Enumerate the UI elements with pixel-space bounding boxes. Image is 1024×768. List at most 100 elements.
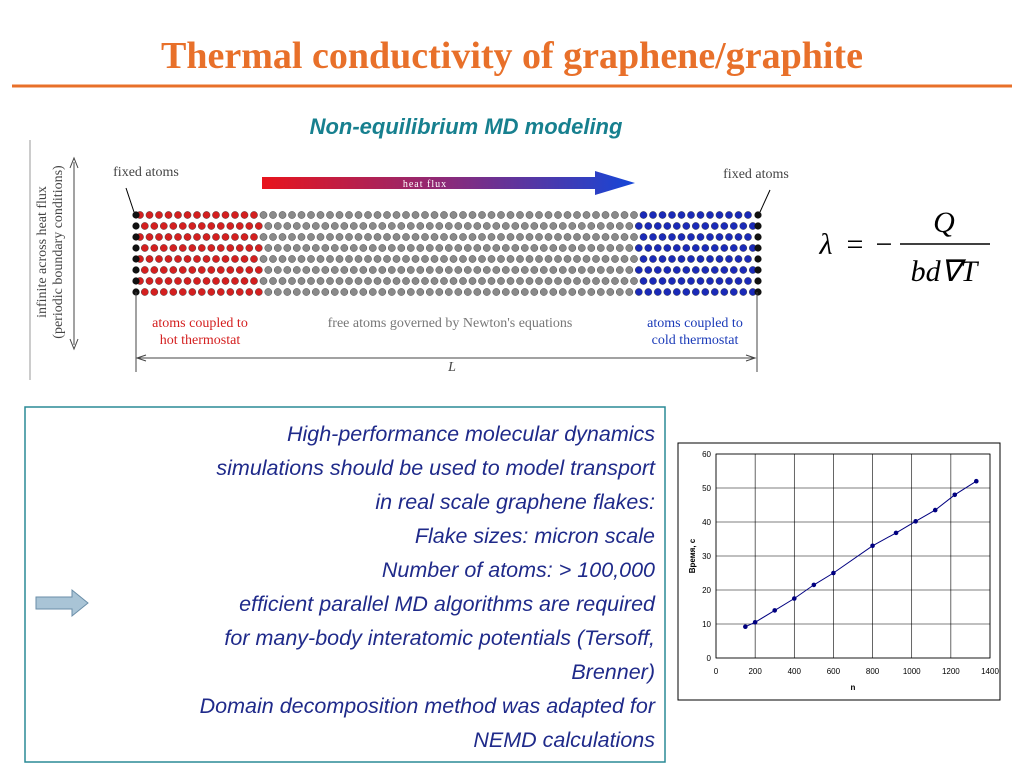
atom <box>482 288 491 296</box>
atom <box>521 244 529 252</box>
formula-denominator: bd∇T <box>911 255 980 288</box>
atom <box>221 211 230 219</box>
atom <box>449 277 458 285</box>
atom <box>544 255 553 263</box>
y-tick-label: 0 <box>707 654 712 663</box>
atom <box>625 266 634 274</box>
atom <box>425 222 434 230</box>
atom <box>739 288 748 296</box>
atom <box>668 211 676 219</box>
atom <box>406 244 415 252</box>
atom <box>559 266 567 274</box>
atom <box>573 255 581 263</box>
atom <box>482 244 491 252</box>
atom <box>444 222 453 230</box>
atom <box>592 277 600 285</box>
atom <box>345 277 353 285</box>
fixed-atom <box>754 222 762 230</box>
atom <box>354 211 363 219</box>
atom <box>435 222 444 230</box>
atom <box>278 255 287 263</box>
x-tick-label: 1200 <box>942 667 960 676</box>
atom <box>373 255 382 263</box>
atom <box>559 222 567 230</box>
atom <box>254 266 263 274</box>
atom <box>349 222 358 230</box>
atom <box>744 255 752 263</box>
atom <box>682 244 691 252</box>
atom <box>321 266 330 274</box>
atom <box>611 277 619 285</box>
atom <box>254 288 263 296</box>
atom <box>335 233 344 241</box>
atom <box>250 255 258 263</box>
atom <box>739 266 748 274</box>
atom <box>273 222 282 230</box>
atom <box>701 222 710 230</box>
atom <box>378 288 387 296</box>
atom <box>288 211 296 219</box>
atom <box>720 222 729 230</box>
atom <box>725 255 733 263</box>
atom <box>321 244 330 252</box>
atom <box>440 255 448 263</box>
atom <box>682 266 691 274</box>
atom <box>739 244 748 252</box>
atom <box>487 255 496 263</box>
dim-heads <box>135 354 757 362</box>
atom <box>711 288 719 296</box>
atom <box>330 244 339 252</box>
atom <box>449 211 458 219</box>
atom <box>326 277 334 285</box>
atom <box>478 233 486 241</box>
atom <box>582 277 591 285</box>
atom <box>202 255 211 263</box>
atom <box>630 277 638 285</box>
atom <box>554 211 562 219</box>
atom <box>692 288 700 296</box>
atom <box>506 211 515 219</box>
atom <box>440 233 448 241</box>
atom <box>554 233 562 241</box>
atom <box>264 266 273 274</box>
atom <box>639 211 648 219</box>
atom <box>601 233 610 241</box>
atom <box>221 255 230 263</box>
atom <box>673 266 681 274</box>
atom <box>216 244 225 252</box>
atom <box>720 288 729 296</box>
atom <box>283 288 292 296</box>
atom <box>259 277 268 285</box>
atom <box>140 222 149 230</box>
atom <box>649 255 657 263</box>
atom <box>283 222 292 230</box>
atom <box>492 222 501 230</box>
atom <box>616 288 624 296</box>
atom <box>425 288 434 296</box>
atom <box>368 288 377 296</box>
atom <box>715 211 724 219</box>
atom <box>202 211 211 219</box>
atom <box>378 222 387 230</box>
atom <box>559 288 567 296</box>
formula-lhs: λ <box>819 228 833 261</box>
atom <box>677 233 686 241</box>
atom <box>597 266 605 274</box>
atom <box>473 222 482 230</box>
atom <box>525 211 534 219</box>
atom <box>449 255 458 263</box>
atom <box>625 288 634 296</box>
atom <box>425 266 434 274</box>
text-line: simulations should be used to model tran… <box>216 456 656 480</box>
atom <box>188 266 197 274</box>
atom <box>297 255 306 263</box>
atom <box>501 222 510 230</box>
atom <box>525 255 534 263</box>
cold-label: atoms coupled to <box>647 316 743 331</box>
atom <box>302 288 311 296</box>
atom <box>406 288 415 296</box>
atom <box>663 288 672 296</box>
atom <box>240 277 249 285</box>
atom <box>540 222 548 230</box>
atom <box>383 211 391 219</box>
